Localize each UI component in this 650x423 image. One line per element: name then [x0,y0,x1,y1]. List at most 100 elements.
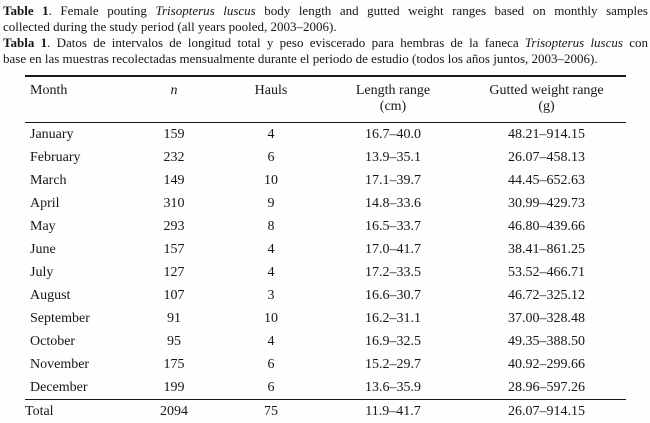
cell-hauls: 4 [267,241,275,257]
cell-n: 91 [167,310,181,326]
cell-gutted-weight-range: 46.80–439.66 [508,218,585,234]
cell-hauls: 4 [267,264,275,280]
cell-n: 149 [163,172,185,188]
n-symbol: n [170,83,178,98]
cell-length-range: 14.8–33.6 [365,195,421,211]
header-row: Month n Hauls Length range (cm) Gutted w… [25,76,626,123]
cell-length-range: 17.0–41.7 [365,241,421,257]
cell-gutted-weight-range: 48.21–914.15 [508,126,585,142]
column-header-gutted-weight-range: Gutted weight range (g) [467,76,626,123]
cell-month: June [30,241,56,257]
table-row: November 175 6 15.2–29.7 40.92–299.66 [25,353,626,376]
caption-english-label: Table 1 [3,3,49,18]
table-caption: Table 1. Female pouting Trisopterus lusc… [0,0,650,67]
cell-length-range: 16.2–31.1 [365,310,421,326]
cell-hauls: 6 [267,149,275,165]
cell-gutted-weight-range: 37.00–328.48 [508,310,585,326]
cell-n: 175 [163,356,185,372]
table-row: March 149 10 17.1–39.7 44.45–652.63 [25,169,626,192]
cell-hauls: 6 [267,356,275,372]
column-header-gutted-weight-range-label: Gutted weight range [489,83,604,98]
data-table: Month n Hauls Length range (cm) Gutted w… [25,75,626,423]
cell-total-n: 2094 [160,404,188,419]
cell-month: October [30,333,76,349]
cell-n: 107 [163,287,185,303]
table-row: June 157 4 17.0–41.7 38.41–861.25 [25,238,626,261]
cell-length-range: 16.6–30.7 [365,287,421,303]
caption-english-line1: Table 1. Female pouting Trisopterus lusc… [3,3,648,19]
cell-month: April [30,195,60,211]
table-row: October 95 4 16.9–32.5 49.35–388.50 [25,330,626,353]
table-body: January 159 4 16.7–40.0 48.21–914.15 February… [25,123,626,400]
caption-english-text-rest: body length and gutted weight ranges bas… [255,3,648,18]
column-header-length-range-unit: (cm) [379,99,407,114]
column-header-hauls: Hauls [254,83,288,98]
cell-n: 232 [163,149,185,165]
cell-month: August [30,287,71,303]
caption-spanish-line1: Tabla 1. Datos de intervalos de longitud… [3,35,648,51]
cell-month: July [30,264,54,280]
cell-month: November [30,356,90,372]
cell-hauls: 8 [267,218,275,234]
cell-gutted-weight-range: 40.92–299.66 [508,356,585,372]
cell-gutted-weight-range: 38.41–861.25 [508,241,585,257]
column-header-length-range: Length range (cm) [319,76,467,123]
cell-length-range: 16.7–40.0 [365,126,421,142]
cell-n: 159 [163,126,185,142]
cell-gutted-weight-range: 49.35–388.50 [508,333,585,349]
cell-n: 157 [163,241,185,257]
table-row: August 107 3 16.6–30.7 46.72–325.12 [25,284,626,307]
table-row: December 199 6 13.6–35.9 28.96–597.26 [25,376,626,400]
column-header-month: Month [30,83,68,98]
table-header: Month n Hauls Length range (cm) Gutted w… [25,76,626,123]
caption-spanish-line2: base en las muestras recolectadas mensua… [3,51,598,66]
cell-gutted-weight-range: 28.96–597.26 [508,379,585,395]
cell-length-range: 16.5–33.7 [365,218,421,234]
species-name: Trisopterus luscus [155,3,256,18]
cell-n: 310 [163,195,185,211]
cell-hauls: 4 [267,126,275,142]
cell-gutted-weight-range: 30.99–429.73 [508,195,585,211]
cell-month: December [30,379,88,395]
cell-total-length-range: 11.9–41.7 [365,404,421,419]
cell-length-range: 16.9–32.5 [365,333,421,349]
cell-length-range: 17.2–33.5 [365,264,421,280]
table-footer: Total 2094 75 11.9–41.7 26.07–914.15 [25,399,626,423]
table-row: July 127 4 17.2–33.5 53.52–466.71 [25,261,626,284]
caption-spanish-text: . Datos de intervalos de longitud total … [47,35,525,50]
table-total-row: Total 2094 75 11.9–41.7 26.07–914.15 [25,399,626,423]
cell-total-hauls: 75 [264,404,278,419]
cell-hauls: 10 [264,310,278,326]
cell-hauls: 4 [267,333,275,349]
column-header-gutted-weight-range-unit: (g) [538,99,555,114]
cell-hauls: 6 [267,379,275,395]
cell-n: 127 [163,264,185,280]
cell-gutted-weight-range: 44.45–652.63 [508,172,585,188]
table-row: April 310 9 14.8–33.6 30.99–429.73 [25,192,626,215]
cell-hauls: 3 [267,287,275,303]
cell-n: 95 [167,333,181,349]
column-header-n: n [125,76,223,123]
table-row: September 91 10 16.2–31.1 37.00–328.48 [25,307,626,330]
cell-total-label: Total [25,404,54,419]
table-row: January 159 4 16.7–40.0 48.21–914.15 [25,123,626,147]
caption-spanish-text-rest: con [622,35,648,50]
cell-length-range: 17.1–39.7 [365,172,421,188]
cell-length-range: 15.2–29.7 [365,356,421,372]
table-row: February 232 6 13.9–35.1 26.07–458.13 [25,146,626,169]
cell-hauls: 9 [267,195,275,211]
species-name: Trisopterus luscus [524,35,623,50]
cell-gutted-weight-range: 46.72–325.12 [508,287,585,303]
column-header-length-range-label: Length range [355,83,431,98]
cell-n: 293 [163,218,185,234]
cell-total-gutted-weight-range: 26.07–914.15 [508,404,585,419]
cell-n: 199 [163,379,185,395]
cell-month: May [30,218,56,234]
cell-length-range: 13.6–35.9 [365,379,421,395]
table-row: May 293 8 16.5–33.7 46.80–439.66 [25,215,626,238]
caption-english-text: . Female pouting [48,3,156,18]
cell-gutted-weight-range: 53.52–466.71 [508,264,585,280]
cell-month: March [30,172,67,188]
cell-hauls: 10 [264,172,278,188]
